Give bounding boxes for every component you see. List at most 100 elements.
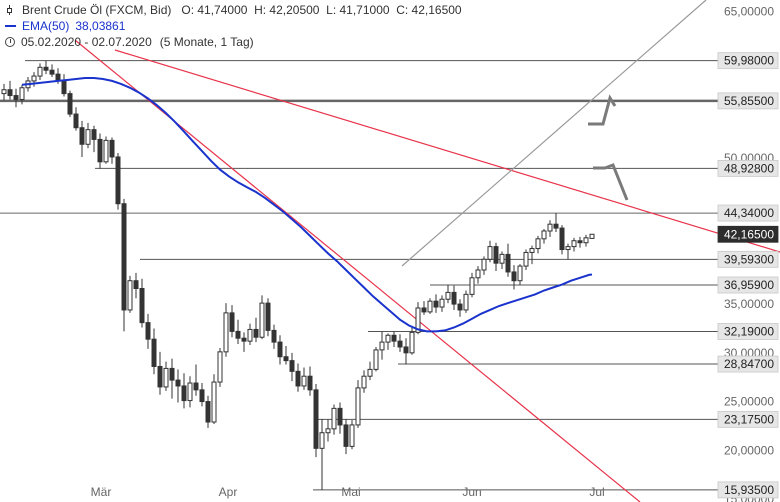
candle [403, 338, 409, 365]
date-range: 05.02.2020 - 02.07.2020 [21, 35, 152, 49]
candle [289, 352, 295, 382]
candle-body-down [79, 127, 85, 145]
candle [469, 272, 475, 298]
candle-body-down [49, 69, 55, 75]
header-title-row: Brent Crude Öl (FXCM, Bid) O: 41,74000 H… [0, 2, 462, 18]
candle [115, 153, 121, 210]
candle [175, 369, 181, 403]
arrow-up-projection [588, 94, 617, 126]
candle-body-down [121, 203, 127, 311]
y-tick-label: 35,00000 [724, 297, 774, 311]
candle [271, 324, 277, 349]
candle-body-up [583, 237, 589, 244]
candle [217, 347, 223, 387]
price-tag-box [717, 481, 779, 499]
candle-body-down [313, 389, 319, 449]
price-tag-box [717, 92, 779, 110]
candle [541, 229, 547, 244]
y-tick-label: 20,00000 [724, 443, 774, 457]
candle [265, 298, 271, 337]
price-tag-box [717, 52, 779, 70]
price-tag-label: 15,93500 [724, 483, 774, 497]
candle [109, 137, 115, 164]
candle-body-up [379, 341, 385, 351]
price-tag-label: 59,98000 [724, 54, 774, 68]
candle [259, 295, 265, 340]
candle-body-up [427, 300, 433, 313]
candle [337, 402, 343, 434]
candle-body-down [265, 302, 271, 331]
period-label: (5 Monate, 1 Tag) [159, 35, 254, 49]
candle-body-down [511, 271, 517, 282]
candle [157, 351, 163, 395]
candle-body-up [247, 328, 253, 342]
candle [229, 305, 235, 338]
price-tag-label: 39,59300 [724, 252, 774, 266]
candle [163, 361, 169, 391]
price-tag-label: 55,85500 [724, 94, 774, 108]
projection-arrows [588, 94, 629, 201]
candle-body-up [475, 269, 481, 279]
candle-body-down [139, 288, 145, 324]
candle [529, 245, 535, 265]
candle-body-up [415, 307, 421, 333]
candle-body-up [565, 246, 571, 251]
candle-body-down [553, 223, 559, 229]
price-tag-label: 28,84700 [724, 357, 774, 371]
price-tag-box [717, 276, 779, 294]
chart-header: Brent Crude Öl (FXCM, Bid) O: 41,74000 H… [0, 2, 462, 50]
candle-body-down [421, 307, 427, 313]
candle-body-down [193, 382, 199, 391]
candle [307, 366, 313, 396]
candle-body-down [43, 66, 49, 71]
candle-body-down [229, 312, 235, 332]
candle [547, 220, 553, 237]
candle [67, 90, 73, 117]
candle-body-down [235, 330, 241, 339]
candle-body-down [577, 240, 583, 244]
candle [61, 74, 67, 97]
candle [85, 122, 91, 149]
y-axis: 15,0000020,0000025,0000030,0000035,00000… [717, 5, 779, 502]
candle [379, 331, 385, 360]
candle [517, 264, 523, 285]
x-tick-label: Apr [219, 485, 238, 499]
trend-lines [74, 0, 780, 502]
candle [505, 243, 511, 277]
candle [397, 334, 403, 352]
candle-body-down [133, 280, 139, 290]
candle [385, 333, 391, 350]
candle [481, 256, 487, 275]
candle-body-up [85, 129, 91, 145]
candle [535, 235, 541, 254]
candle-body-up [319, 432, 325, 449]
clock-icon [5, 37, 15, 47]
candle [391, 331, 397, 347]
price-level-tag: 28,84700 [717, 355, 779, 373]
price-tag-box [717, 355, 779, 373]
price-level-tag: 59,98000 [717, 52, 779, 70]
candle [421, 301, 427, 315]
candle [211, 374, 217, 424]
ema-value: 38,03861 [75, 19, 126, 33]
candle [139, 278, 145, 328]
ema-line [21, 77, 593, 333]
candle-body-down [289, 360, 295, 372]
candle [103, 136, 109, 164]
candle-body-down [283, 356, 289, 362]
candle-body-down [13, 95, 19, 100]
trendline-down-steep [74, 39, 641, 502]
price-tag-label: 44,34000 [724, 206, 774, 220]
candle-body-down [67, 93, 73, 115]
candle [349, 420, 355, 450]
candle [367, 361, 373, 381]
header-range-row: 05.02.2020 - 02.07.2020 (5 Monate, 1 Tag… [0, 34, 462, 50]
candle-body-up [385, 334, 391, 343]
candle [451, 285, 457, 310]
candle-body-down [493, 246, 499, 264]
candle [589, 233, 595, 239]
candle-body-down [391, 334, 397, 342]
candle-body-up [361, 375, 367, 389]
candle-body-down [157, 365, 163, 388]
candle [7, 80, 13, 100]
